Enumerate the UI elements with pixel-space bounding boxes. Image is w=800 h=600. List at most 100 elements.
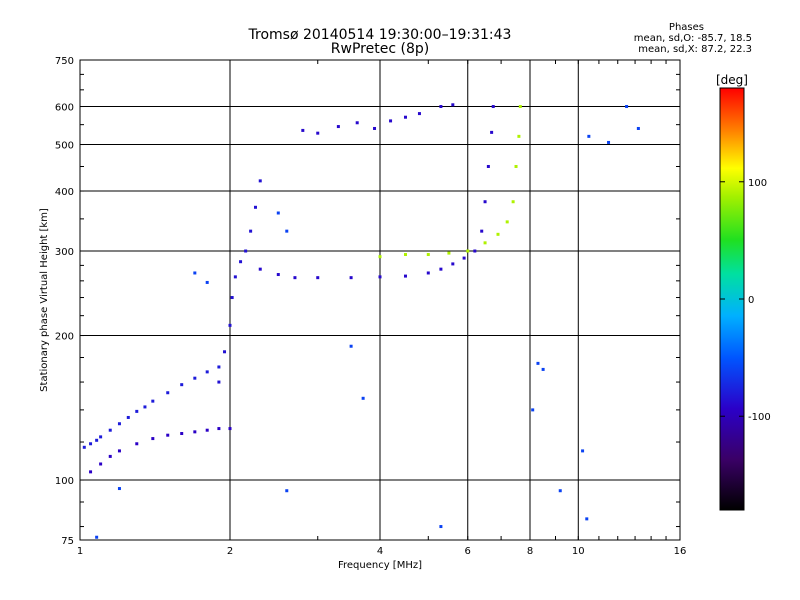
data-point: [480, 229, 484, 233]
data-point: [373, 126, 377, 130]
data-point: [233, 275, 237, 279]
data-point: [587, 134, 591, 138]
data-point: [517, 134, 521, 138]
data-point: [205, 280, 209, 284]
data-point: [293, 276, 297, 280]
data-point: [389, 119, 393, 123]
data-point: [166, 433, 170, 437]
data-point: [403, 253, 407, 257]
data-point: [117, 487, 121, 491]
data-point: [239, 260, 243, 264]
y-tick-label: 750: [55, 56, 74, 67]
data-point: [511, 200, 515, 204]
data-point: [223, 350, 227, 354]
y-tick-label: 600: [55, 103, 74, 114]
phases-o-stats: mean, sd,O: -85.7, 18.5: [633, 33, 752, 44]
phases-title: Phases: [668, 22, 704, 33]
data-point: [496, 232, 500, 236]
data-point: [258, 179, 262, 183]
data-point: [439, 267, 443, 271]
data-point: [89, 442, 93, 446]
data-point: [135, 409, 139, 413]
data-point: [491, 105, 495, 109]
y-tick-label: 75: [61, 536, 74, 547]
colorbar-tick-label: -100: [748, 412, 771, 423]
data-point: [462, 256, 466, 260]
data-point: [490, 130, 494, 134]
data-point: [230, 296, 234, 300]
data-point: [585, 517, 589, 521]
data-point: [89, 470, 93, 474]
data-point: [285, 489, 289, 493]
data-point: [180, 432, 184, 436]
data-point: [486, 164, 490, 168]
data-point: [426, 253, 430, 257]
y-axis-label: Stationary phase Virtual Height [km]: [39, 208, 50, 392]
data-point: [349, 344, 353, 348]
x-tick-label: 6: [465, 546, 471, 557]
data-point: [276, 211, 280, 215]
colorbar-label: [deg]: [716, 73, 748, 87]
data-point: [439, 105, 443, 109]
data-point: [205, 370, 209, 374]
data-point: [117, 422, 121, 426]
data-point: [108, 454, 112, 458]
data-point: [217, 365, 221, 369]
y-tick-label: 200: [55, 332, 74, 343]
data-point: [531, 408, 535, 412]
phases-x-stats: mean, sd,X: 87.2, 22.3: [638, 44, 752, 55]
data-point: [193, 430, 197, 434]
data-point: [417, 112, 421, 116]
data-point: [143, 405, 147, 409]
data-point: [451, 262, 455, 266]
data-point: [505, 220, 509, 224]
x-tick-label: 4: [377, 546, 383, 557]
data-point: [228, 427, 232, 431]
y-tick-label: 400: [55, 187, 74, 198]
data-point: [126, 415, 130, 419]
data-point: [276, 273, 280, 277]
data-point: [439, 525, 443, 529]
data-point: [636, 126, 640, 130]
data-point: [378, 275, 382, 279]
chart-title: Tromsø 20140514 19:30:00–19:31:43: [248, 27, 512, 43]
data-point: [95, 535, 99, 539]
x-tick-label: 1: [77, 546, 83, 557]
data-point: [151, 399, 155, 403]
x-axis-label: Frequency [MHz]: [338, 560, 422, 571]
data-point: [244, 249, 248, 253]
colorbar-tick-label: 0: [748, 295, 754, 306]
data-point: [483, 200, 487, 204]
chart-subtitle: RwPretec (8p): [330, 41, 430, 57]
data-point: [378, 255, 382, 259]
data-point: [473, 249, 477, 253]
data-point: [451, 103, 455, 107]
data-point: [205, 428, 209, 432]
data-point: [117, 449, 121, 453]
data-point: [99, 462, 103, 466]
data-point: [151, 437, 155, 441]
x-tick-label: 16: [674, 546, 687, 557]
data-point: [403, 274, 407, 278]
data-point: [536, 361, 540, 365]
y-tick-label: 500: [55, 141, 74, 152]
data-point: [466, 249, 470, 253]
y-tick-label: 100: [55, 476, 74, 487]
data-point: [193, 376, 197, 380]
data-point: [95, 438, 99, 442]
data-point: [558, 489, 562, 493]
data-point: [426, 271, 430, 275]
data-point: [217, 427, 221, 431]
data-point: [447, 251, 451, 255]
data-point: [82, 445, 86, 449]
data-point: [249, 229, 253, 233]
data-point: [355, 121, 359, 125]
data-point: [361, 396, 365, 400]
data-point: [316, 131, 320, 135]
data-point: [336, 125, 340, 129]
data-point: [228, 323, 232, 327]
data-point: [607, 140, 611, 144]
data-point: [217, 380, 221, 384]
data-point: [349, 276, 353, 280]
